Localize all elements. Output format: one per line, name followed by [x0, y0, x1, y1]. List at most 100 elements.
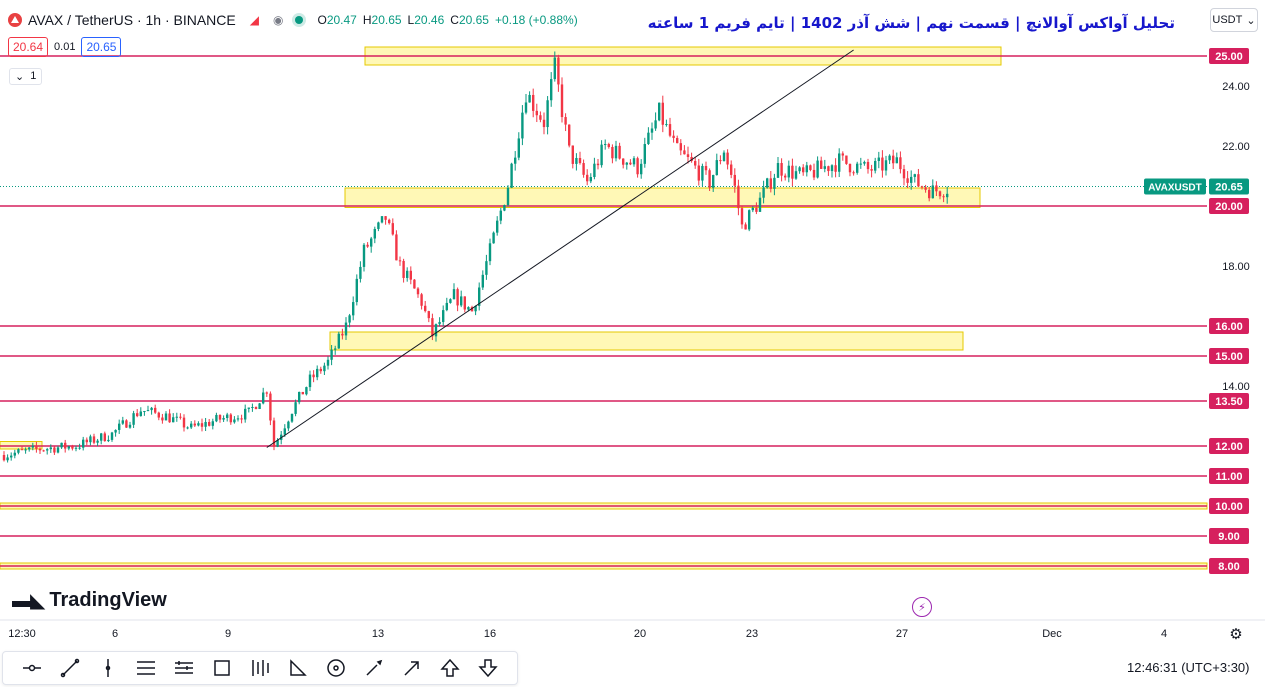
- buy-button[interactable]: 20.65: [81, 37, 122, 57]
- clock[interactable]: 12:46:31 (UTC+3:30): [1127, 660, 1250, 675]
- symbol-header: AVAX / TetherUS · 1h · BINANCE ◢ ◉ O20.4…: [8, 10, 578, 30]
- candle-body: [13, 452, 16, 456]
- currency-select[interactable]: USDT ⌄: [1210, 8, 1258, 32]
- trendline[interactable]: [266, 49, 854, 448]
- level-price-tag: [1209, 498, 1249, 514]
- candle-body: [726, 152, 729, 165]
- candle-body: [791, 165, 794, 179]
- candle-body: [442, 310, 445, 322]
- candle-body: [622, 158, 625, 165]
- candle-body: [107, 439, 110, 442]
- candle-body: [884, 160, 888, 171]
- eye-icon[interactable]: ◉: [272, 13, 284, 27]
- candle-body: [395, 234, 398, 261]
- change-value: +0.18 (+0.88%): [494, 13, 578, 27]
- candle-body: [766, 178, 769, 188]
- candle-body: [42, 450, 45, 452]
- candle-body: [118, 423, 121, 430]
- x-tick-label: 27: [896, 628, 908, 640]
- candle-body: [218, 414, 222, 420]
- candle-body: [420, 294, 423, 306]
- vertical-line-tool-button[interactable]: [96, 656, 120, 680]
- indicators-toggle[interactable]: ⌄ 1: [9, 68, 43, 85]
- candle-body: [938, 191, 942, 197]
- candle-body: [600, 144, 603, 166]
- rectangle-tool-button[interactable]: [210, 656, 234, 680]
- candle-body: [553, 57, 556, 80]
- circle-tool-button[interactable]: [324, 656, 348, 680]
- candle-body: [834, 165, 837, 172]
- candle-body: [254, 406, 258, 409]
- tradingview-logo-icon: ▬◣: [12, 590, 45, 612]
- chart-title: تحلیل آواکس آوالانچ | قسمت نهم | شش آذر …: [647, 14, 1175, 32]
- candle-body: [845, 155, 848, 164]
- candle-body: [380, 216, 384, 223]
- path-tool-button[interactable]: [362, 656, 386, 680]
- crosshair-tool-button[interactable]: [20, 656, 44, 680]
- candle-body: [740, 208, 744, 225]
- spread-value: 0.01: [54, 41, 76, 53]
- candle-body: [769, 178, 772, 189]
- candle-body: [161, 417, 164, 421]
- candle-body: [449, 299, 452, 303]
- candle-body: [632, 158, 636, 165]
- long-position-tool-button[interactable]: [248, 656, 272, 680]
- tradingview-logo[interactable]: ▬◣ TradingView: [12, 589, 167, 612]
- candle-body: [780, 163, 783, 176]
- candle-body: [409, 270, 412, 280]
- triangle-tool-button[interactable]: [286, 656, 310, 680]
- level-price-label: 12.00: [1215, 441, 1243, 453]
- support-resistance-zone: [329, 331, 964, 351]
- candle-body: [895, 157, 898, 164]
- candle-body: [812, 169, 816, 178]
- candle-body: [168, 413, 171, 423]
- candle-body: [737, 185, 740, 209]
- level-price-tag: [1209, 48, 1249, 64]
- arrow-tool-button[interactable]: [400, 656, 424, 680]
- candle-body: [733, 174, 736, 186]
- level-price-tag: [1209, 528, 1249, 544]
- arrow-down-icon[interactable]: [476, 656, 500, 680]
- candle-body: [881, 157, 884, 171]
- candle-body: [398, 260, 402, 262]
- candle-body: [802, 167, 805, 173]
- candle-body: [820, 160, 823, 169]
- trendline-tool-button[interactable]: [58, 656, 82, 680]
- candle-body: [694, 161, 697, 166]
- pitchfork-tool-button[interactable]: [172, 656, 196, 680]
- candle-body: [74, 447, 78, 449]
- candle-body: [611, 146, 614, 159]
- candle-body: [308, 374, 312, 388]
- candle-body: [748, 210, 751, 230]
- candle-body: [373, 228, 376, 239]
- candle-body: [877, 157, 880, 161]
- candle-body: [852, 172, 855, 174]
- candle-body: [402, 260, 405, 278]
- candle-body: [499, 210, 502, 221]
- lightning-icon[interactable]: ⚡: [912, 597, 932, 617]
- candle-body: [805, 165, 808, 173]
- sell-button[interactable]: 20.64: [8, 37, 49, 57]
- candle-body: [928, 189, 931, 199]
- flag-icon[interactable]: ◢: [249, 13, 259, 27]
- candle-body: [866, 161, 870, 170]
- gear-icon[interactable]: ⚙: [1229, 626, 1243, 643]
- candle-body: [121, 420, 124, 424]
- price-axis[interactable]: [1207, 0, 1265, 620]
- candle-body: [719, 160, 722, 162]
- candle-body: [344, 322, 348, 336]
- y-tick-label: 18.00: [1222, 261, 1250, 273]
- chevron-down-icon: ⌄: [1246, 14, 1256, 27]
- candle-body: [204, 421, 207, 427]
- candle-body: [809, 165, 812, 170]
- candle-body: [856, 163, 859, 173]
- candle-body: [467, 307, 470, 310]
- symbol-title[interactable]: AVAX / TetherUS · 1h · BINANCE: [28, 12, 236, 28]
- parallel-channel-tool-button[interactable]: [134, 656, 158, 680]
- candle-body: [64, 442, 67, 449]
- candle-body: [636, 158, 639, 175]
- candle-body: [312, 374, 315, 378]
- candle-body: [287, 421, 290, 429]
- arrow-up-icon[interactable]: [438, 656, 462, 680]
